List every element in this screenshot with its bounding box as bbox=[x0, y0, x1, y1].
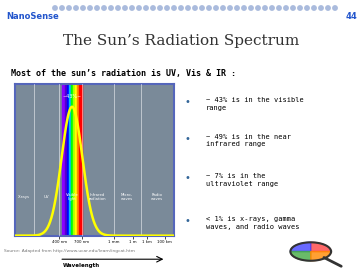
Text: 44: 44 bbox=[345, 12, 357, 21]
Circle shape bbox=[319, 6, 323, 10]
Circle shape bbox=[263, 6, 267, 10]
Circle shape bbox=[116, 6, 120, 10]
Circle shape bbox=[277, 6, 281, 10]
Circle shape bbox=[214, 6, 218, 10]
Text: The Sun’s Radiation Spectrum: The Sun’s Radiation Spectrum bbox=[64, 35, 299, 48]
Circle shape bbox=[298, 6, 302, 10]
Circle shape bbox=[144, 6, 148, 10]
Circle shape bbox=[81, 6, 85, 10]
Text: ~ 43% is in the visible
range: ~ 43% is in the visible range bbox=[206, 97, 303, 111]
Circle shape bbox=[312, 6, 316, 10]
Text: ~ 49% is in the near
infrared range: ~ 49% is in the near infrared range bbox=[206, 134, 291, 147]
Circle shape bbox=[130, 6, 134, 10]
Circle shape bbox=[179, 6, 183, 10]
Circle shape bbox=[165, 6, 169, 10]
Circle shape bbox=[151, 6, 155, 10]
Bar bbox=[79, 84, 82, 236]
Text: NanoSense: NanoSense bbox=[6, 12, 59, 21]
Bar bbox=[69, 84, 71, 236]
Circle shape bbox=[53, 6, 57, 10]
Text: UV: UV bbox=[44, 195, 49, 199]
Circle shape bbox=[284, 6, 288, 10]
Polygon shape bbox=[311, 252, 331, 261]
Circle shape bbox=[207, 6, 211, 10]
Circle shape bbox=[235, 6, 239, 10]
Circle shape bbox=[256, 6, 260, 10]
Circle shape bbox=[88, 6, 92, 10]
Circle shape bbox=[60, 6, 64, 10]
Circle shape bbox=[123, 6, 127, 10]
Circle shape bbox=[249, 6, 253, 10]
Circle shape bbox=[193, 6, 197, 10]
Circle shape bbox=[270, 6, 274, 10]
Bar bbox=[75, 84, 77, 236]
Bar bbox=[65, 84, 67, 236]
Text: ~ 7% is in the
ultraviolet range: ~ 7% is in the ultraviolet range bbox=[206, 173, 278, 187]
Circle shape bbox=[326, 6, 330, 10]
Polygon shape bbox=[290, 252, 311, 261]
Text: Wavelength: Wavelength bbox=[62, 263, 99, 268]
Circle shape bbox=[74, 6, 78, 10]
Bar bbox=[67, 84, 69, 236]
Bar bbox=[73, 84, 75, 236]
Circle shape bbox=[172, 6, 176, 10]
Circle shape bbox=[67, 6, 71, 10]
Circle shape bbox=[228, 6, 232, 10]
Text: •: • bbox=[185, 216, 191, 226]
Circle shape bbox=[95, 6, 99, 10]
Text: Visible
light: Visible light bbox=[66, 193, 78, 201]
Circle shape bbox=[137, 6, 141, 10]
Bar bbox=[71, 84, 73, 236]
Circle shape bbox=[221, 6, 225, 10]
Text: Radio
waves: Radio waves bbox=[151, 193, 163, 201]
Text: Most of the sun’s radiation is UV, Vis & IR :: Most of the sun’s radiation is UV, Vis &… bbox=[11, 69, 236, 78]
Text: Source: Adapted from http://www.ucar.edu/learn/ingcat.htm: Source: Adapted from http://www.ucar.edu… bbox=[4, 249, 135, 253]
Text: •: • bbox=[185, 97, 191, 107]
Polygon shape bbox=[311, 242, 331, 252]
Text: Infrared
radiation: Infrared radiation bbox=[89, 193, 106, 201]
Circle shape bbox=[186, 6, 190, 10]
Circle shape bbox=[200, 6, 204, 10]
Circle shape bbox=[333, 6, 337, 10]
Bar bbox=[77, 84, 79, 236]
Text: •: • bbox=[185, 173, 191, 183]
Text: < 1% is x-rays, gamma
waves, and radio waves: < 1% is x-rays, gamma waves, and radio w… bbox=[206, 216, 299, 230]
Circle shape bbox=[102, 6, 106, 10]
Circle shape bbox=[305, 6, 309, 10]
Polygon shape bbox=[290, 242, 311, 252]
Text: X-rays: X-rays bbox=[18, 195, 30, 199]
Circle shape bbox=[109, 6, 113, 10]
Circle shape bbox=[291, 6, 295, 10]
Text: •: • bbox=[185, 134, 191, 144]
Circle shape bbox=[158, 6, 162, 10]
Text: Micro-
waves: Micro- waves bbox=[121, 193, 133, 201]
Text: ~43%~: ~43%~ bbox=[62, 94, 82, 99]
Circle shape bbox=[242, 6, 246, 10]
Bar bbox=[62, 84, 65, 236]
